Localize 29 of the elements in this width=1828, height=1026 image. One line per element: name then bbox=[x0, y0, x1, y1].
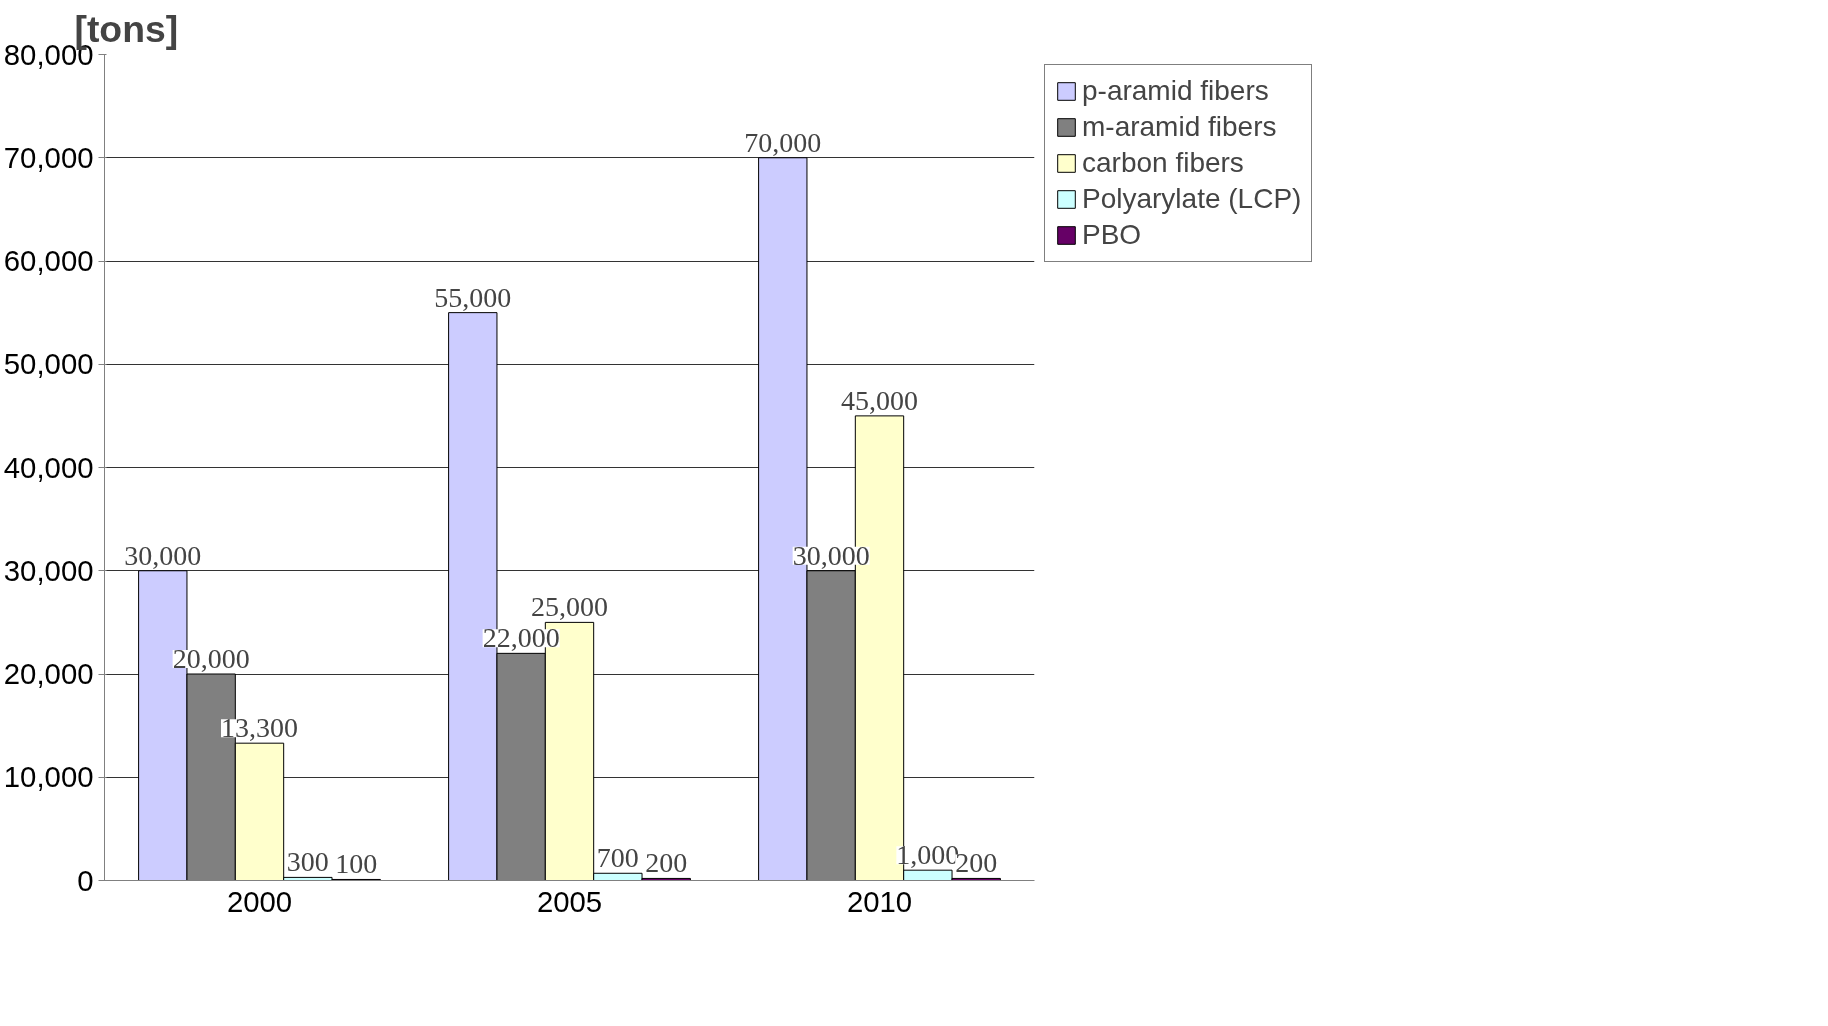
y-tick-label: 70,000 bbox=[3, 140, 94, 174]
data-label: 20,000 bbox=[172, 643, 250, 674]
y-tick-label: 0 bbox=[77, 863, 94, 897]
y-tick-label: 60,000 bbox=[3, 244, 94, 277]
data-label: 22,000 bbox=[482, 622, 560, 654]
data-label: 200 bbox=[645, 847, 688, 879]
data-label: 100 bbox=[335, 848, 378, 880]
data-label: 45,000 bbox=[841, 384, 918, 416]
x-tick-label: 2000 bbox=[226, 884, 293, 918]
y-tick-label: 30,000 bbox=[3, 553, 94, 587]
legend-label: p-aramid fibers bbox=[1082, 75, 1269, 107]
data-label: 13,300 bbox=[221, 712, 298, 744]
data-label: 30,000 bbox=[792, 539, 870, 571]
legend-label: Polyarylate (LCP) bbox=[1082, 183, 1302, 215]
x-tick-label: 2010 bbox=[846, 884, 913, 918]
y-tick-label: 20,000 bbox=[3, 657, 94, 690]
data-label: 55,000 bbox=[434, 281, 512, 313]
data-label: 70,000 bbox=[744, 126, 822, 158]
data-label: 30,000 bbox=[124, 539, 202, 571]
data-label: 300 bbox=[286, 846, 329, 878]
data-label: 700 bbox=[596, 842, 639, 874]
legend-label: PBO bbox=[1082, 219, 1142, 251]
y-tick-label: 10,000 bbox=[3, 760, 94, 794]
y-tick-label: 50,000 bbox=[3, 347, 94, 381]
y-tick-label: 40,000 bbox=[3, 450, 94, 484]
legend-label: carbon fibers bbox=[1082, 147, 1244, 179]
x-tick-label: 2005 bbox=[536, 884, 603, 918]
data-label: 25,000 bbox=[531, 591, 608, 623]
legend-label: m-aramid fibers bbox=[1082, 111, 1277, 143]
